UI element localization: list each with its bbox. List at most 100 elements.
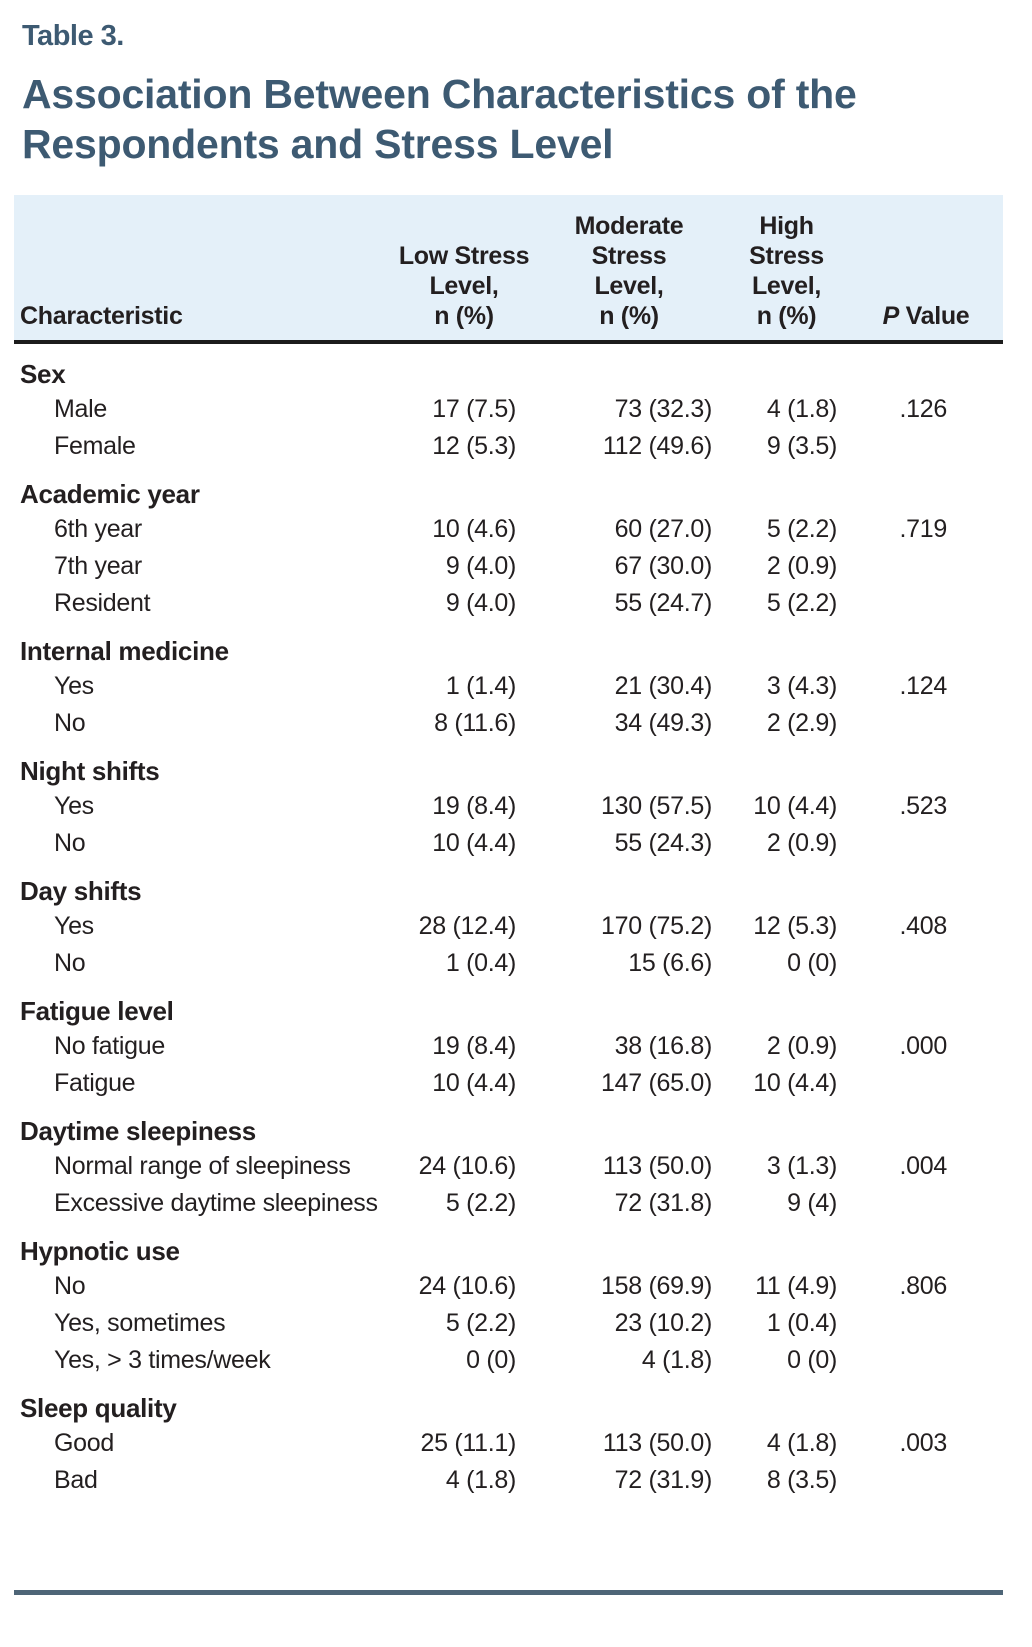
- cell-p-value: .408: [899, 911, 948, 940]
- section-label: Day shifts: [20, 875, 142, 906]
- cell-moderate-stress: 130 (57.5): [601, 791, 712, 820]
- row-label: No: [54, 708, 86, 737]
- column-header-moderate-stress: Moderate Stress Level, n (%): [534, 194, 724, 344]
- cell-moderate-stress: 112 (49.6): [602, 431, 712, 460]
- table-section-row: Academic year: [14, 464, 1003, 510]
- cell-high-stress: 5 (2.2): [766, 588, 837, 617]
- cell-moderate-stress: 55 (24.7): [614, 588, 713, 617]
- table-row: Yes, sometimes 5 (2.2) 23 (10.2) 1 (0.4): [14, 1304, 1003, 1341]
- cell-high-stress: 12 (5.3): [753, 911, 837, 940]
- cell-p-value: [849, 427, 1003, 464]
- row-label: Yes, > 3 times/week: [54, 1345, 271, 1374]
- cell-low-stress: 0 (0): [466, 1345, 516, 1374]
- cell-low-stress: 10 (4.6): [432, 514, 516, 543]
- table-section-row: Day shifts: [14, 861, 1003, 907]
- row-label: Yes: [54, 911, 94, 940]
- table-row: Bad 4 (1.8) 72 (31.9) 8 (3.5): [14, 1461, 1003, 1498]
- cell-moderate-stress: 147 (65.0): [601, 1068, 712, 1097]
- cell-p-value: .523: [899, 791, 948, 820]
- section-label: Sleep quality: [20, 1392, 177, 1423]
- cell-moderate-stress: 72 (31.8): [614, 1188, 713, 1217]
- table-header-row: Characteristic Low Stress Level, n (%) M…: [14, 194, 1003, 344]
- table-row: Good 25 (11.1) 113 (50.0) 4 (1.8) .003: [14, 1424, 1003, 1461]
- cell-p-value: .719: [899, 514, 948, 543]
- table-row: Fatigue 10 (4.4) 147 (65.0) 10 (4.4): [14, 1064, 1003, 1101]
- cell-low-stress: 24 (10.6): [418, 1151, 517, 1180]
- table-row: No 8 (11.6) 34 (49.3) 2 (2.9): [14, 704, 1003, 741]
- row-label: 7th year: [54, 551, 142, 580]
- row-label: 6th year: [54, 514, 142, 543]
- table-row: Normal range of sleepiness 24 (10.6) 113…: [14, 1147, 1003, 1184]
- cell-p-value: [849, 824, 1003, 861]
- cell-p-value: [849, 1184, 1003, 1221]
- cell-moderate-stress: 23 (10.2): [614, 1308, 713, 1337]
- table-row: No fatigue 19 (8.4) 38 (16.8) 2 (0.9) .0…: [14, 1027, 1003, 1064]
- table-section-row: Hypnotic use: [14, 1221, 1003, 1267]
- cell-p-value: .124: [899, 671, 948, 700]
- page: Table 3. Association Between Characteris…: [0, 20, 1032, 1595]
- row-label: Excessive daytime sleepiness: [54, 1188, 378, 1217]
- row-label: Female: [54, 431, 136, 460]
- table-row: 7th year 9 (4.0) 67 (30.0) 2 (0.9): [14, 547, 1003, 584]
- cell-high-stress: 2 (0.9): [766, 551, 837, 580]
- cell-p-value: [849, 1461, 1003, 1498]
- section-label: Fatigue level: [20, 995, 174, 1026]
- section-label: Hypnotic use: [20, 1235, 180, 1266]
- column-header-characteristic: Characteristic: [14, 194, 394, 344]
- section-label: Academic year: [20, 478, 200, 509]
- row-label: Bad: [54, 1465, 98, 1494]
- cell-high-stress: 9 (4): [787, 1188, 837, 1217]
- table-row: Yes 1 (1.4) 21 (30.4) 3 (4.3) .124: [14, 667, 1003, 704]
- cell-moderate-stress: 158 (69.9): [601, 1271, 712, 1300]
- column-header-characteristic-label: Characteristic: [20, 301, 183, 330]
- cell-high-stress: 4 (1.8): [766, 1428, 837, 1457]
- table-section-row: Night shifts: [14, 741, 1003, 787]
- cell-moderate-stress: 34 (49.3): [614, 708, 713, 737]
- row-label: Yes, sometimes: [54, 1308, 226, 1337]
- cell-low-stress: 28 (12.4): [418, 911, 517, 940]
- table-section-row: Sex: [14, 342, 1003, 390]
- cell-p-value: .806: [899, 1271, 948, 1300]
- row-label: No: [54, 828, 86, 857]
- table-section-row: Internal medicine: [14, 621, 1003, 667]
- row-label: No fatigue: [54, 1031, 165, 1060]
- cell-moderate-stress: 60 (27.0): [614, 514, 713, 543]
- cell-low-stress: 8 (11.6): [434, 708, 516, 737]
- cell-low-stress: 5 (2.2): [445, 1308, 516, 1337]
- section-label: Night shifts: [20, 755, 160, 786]
- table-section-row: Sleep quality: [14, 1378, 1003, 1424]
- cell-moderate-stress: 113 (50.0): [602, 1151, 712, 1180]
- table-section-row: Daytime sleepiness: [14, 1101, 1003, 1147]
- table-row: No 10 (4.4) 55 (24.3) 2 (0.9): [14, 824, 1003, 861]
- table-number-kicker: Table 3.: [22, 20, 124, 52]
- cell-moderate-stress: 38 (16.8): [614, 1031, 713, 1060]
- page-title: Association Between Characteristics of t…: [22, 71, 857, 168]
- cell-low-stress: 1 (1.4): [445, 671, 516, 700]
- row-label: No: [54, 1271, 86, 1300]
- row-label: Male: [54, 394, 107, 423]
- row-label: Yes: [54, 791, 94, 820]
- association-table: Characteristic Low Stress Level, n (%) M…: [14, 194, 1003, 1498]
- cell-p-value: .003: [899, 1428, 948, 1457]
- table-row: No 24 (10.6) 158 (69.9) 11 (4.9) .806: [14, 1267, 1003, 1304]
- cell-low-stress: 10 (4.4): [432, 1068, 516, 1097]
- cell-p-value: [849, 704, 1003, 741]
- cell-moderate-stress: 170 (75.2): [601, 911, 712, 940]
- cell-low-stress: 19 (8.4): [432, 791, 516, 820]
- cell-high-stress: 8 (3.5): [766, 1465, 837, 1494]
- cell-high-stress: 4 (1.8): [766, 394, 837, 423]
- cell-low-stress: 4 (1.8): [445, 1465, 516, 1494]
- cell-moderate-stress: 55 (24.3): [614, 828, 713, 857]
- cell-p-value: [849, 547, 1003, 584]
- table-row: Resident 9 (4.0) 55 (24.7) 5 (2.2): [14, 584, 1003, 621]
- cell-low-stress: 5 (2.2): [445, 1188, 516, 1217]
- table-row: Yes, > 3 times/week 0 (0) 4 (1.8) 0 (0): [14, 1341, 1003, 1378]
- cell-high-stress: 10 (4.4): [753, 1068, 837, 1097]
- cell-low-stress: 17 (7.5): [432, 394, 516, 423]
- cell-high-stress: 0 (0): [787, 1345, 837, 1374]
- cell-high-stress: 2 (0.9): [766, 1031, 837, 1060]
- cell-high-stress: 1 (0.4): [766, 1308, 837, 1337]
- cell-moderate-stress: 73 (32.3): [614, 394, 713, 423]
- section-label: Internal medicine: [20, 635, 229, 666]
- cell-high-stress: 5 (2.2): [766, 514, 837, 543]
